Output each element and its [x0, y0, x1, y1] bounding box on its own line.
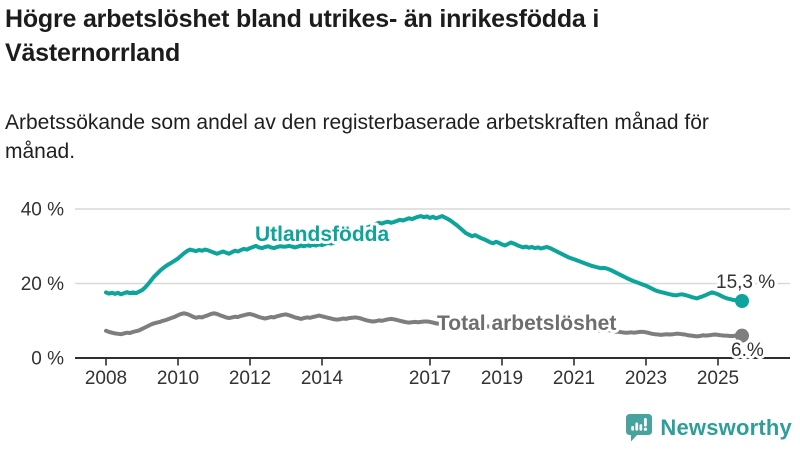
chart-title: Högre arbetslöshet bland utrikes- än inr…: [5, 5, 600, 67]
x-tick-label: 2017: [409, 368, 451, 389]
series-line-1: [104, 311, 744, 339]
end-value-label-utlandsfodda: 15,3 %: [716, 272, 775, 293]
end-dot-1: [735, 328, 749, 343]
end-value-label-total: 6.%: [731, 340, 764, 361]
series-label-total-arbetsloshet: Total arbetslöshet: [437, 312, 616, 335]
x-tick-label: 2014: [301, 368, 344, 389]
end-dot-0: [735, 294, 749, 309]
x-tick-label: 2025: [697, 368, 739, 389]
series-line-0: [104, 214, 744, 303]
x-tick-label: 2008: [85, 368, 127, 389]
x-axis: [75, 357, 790, 366]
x-tick-label: 2019: [481, 368, 523, 389]
newsworthy-logo: Newsworthy: [625, 413, 792, 443]
series-end-dots: [735, 294, 749, 343]
y-tick-label: 40 %: [21, 200, 64, 221]
gridlines: [75, 208, 790, 285]
newsworthy-wordmark: Newsworthy: [660, 415, 792, 440]
x-tick-label: 2012: [229, 368, 271, 389]
x-tick-label: 2023: [625, 368, 667, 389]
chart-header: Högre arbetslöshet bland utrikes- än inr…: [5, 2, 765, 70]
y-tick-label: 20 %: [21, 274, 64, 295]
newsworthy-icon: [626, 414, 653, 442]
x-tick-label: 2021: [553, 368, 595, 389]
series-lines: [104, 214, 744, 339]
x-tick-label: 2010: [157, 368, 199, 389]
chart-subtitle: Arbetssökande som andel av den registerb…: [5, 111, 709, 163]
series-label-utlandsfodda: Utlandsfödda: [255, 223, 389, 246]
axis-tick-labels: 2008 2010 2012 2014 2017 2019 2021 2023 2025 0 % 2…: [21, 200, 739, 390]
y-tick-label: 0 %: [31, 349, 64, 370]
